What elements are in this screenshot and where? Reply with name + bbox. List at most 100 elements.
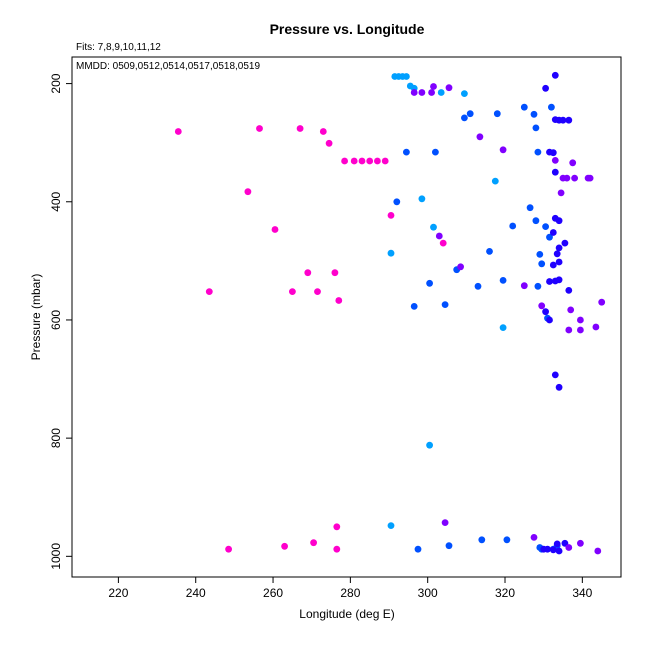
y-tick-label: 200 — [49, 73, 63, 93]
x-tick-label: 220 — [108, 586, 128, 600]
data-point — [530, 534, 538, 541]
y-tick-label: 800 — [49, 428, 63, 448]
data-point — [244, 188, 252, 196]
x-tick-label: 260 — [263, 586, 283, 600]
data-point — [366, 157, 374, 165]
data-point — [536, 251, 544, 258]
data-point — [314, 288, 321, 295]
data-point — [546, 233, 553, 241]
data-point — [445, 542, 453, 550]
data-point — [586, 174, 594, 182]
data-point — [598, 298, 606, 306]
data-point — [555, 258, 563, 266]
data-point — [532, 124, 540, 132]
plot-frame — [71, 56, 622, 578]
data-point — [387, 249, 395, 257]
data-point — [491, 177, 499, 185]
data-point — [532, 217, 540, 225]
data-point — [333, 523, 341, 531]
data-point — [499, 324, 507, 331]
data-point — [503, 536, 511, 544]
data-point — [551, 371, 559, 379]
data-point — [381, 157, 389, 165]
data-point — [549, 149, 557, 157]
data-point — [426, 279, 433, 287]
data-point — [565, 116, 573, 124]
x-tick-label: 320 — [495, 586, 515, 600]
x-tick-label: 240 — [186, 586, 206, 600]
data-point — [325, 139, 333, 147]
data-point — [555, 383, 563, 391]
data-point — [296, 125, 304, 132]
data-point — [403, 73, 410, 80]
data-point — [555, 276, 563, 284]
y-tick-label: 400 — [49, 191, 63, 211]
data-point — [418, 195, 426, 203]
data-point — [256, 125, 263, 132]
data-point — [437, 89, 445, 96]
data-point — [439, 239, 447, 247]
data-point — [387, 212, 395, 219]
data-point — [549, 546, 557, 554]
data-point — [426, 441, 433, 449]
data-point — [542, 84, 549, 92]
data-point — [555, 244, 563, 252]
data-point — [281, 542, 288, 550]
data-point — [441, 301, 449, 308]
data-point — [499, 277, 507, 284]
data-point — [544, 545, 551, 553]
data-point — [534, 282, 542, 290]
data-point — [553, 250, 561, 258]
data-point — [461, 114, 468, 122]
data-point — [445, 84, 453, 92]
data-point — [403, 148, 410, 156]
y-tick-label: 600 — [49, 310, 63, 330]
data-point — [557, 189, 565, 197]
data-point — [571, 174, 578, 182]
data-point — [476, 133, 484, 141]
data-point — [393, 198, 401, 206]
data-point — [546, 278, 553, 285]
data-point — [565, 287, 573, 294]
data-point — [474, 282, 482, 290]
data-point — [594, 547, 602, 555]
chart-subtitle-fits: Fits: 7,8,9,10,11,12 — [76, 42, 161, 53]
data-point — [271, 226, 279, 233]
data-point — [553, 540, 561, 548]
y-axis: 200 400 600 800 1000 — [49, 73, 72, 570]
data-point — [478, 536, 486, 544]
data-point — [520, 282, 528, 290]
data-point — [414, 545, 422, 553]
data-point — [538, 260, 546, 268]
x-tick-label: 340 — [572, 586, 592, 600]
data-point — [577, 539, 584, 547]
data-point — [577, 326, 584, 334]
data-point — [486, 248, 493, 255]
data-point — [592, 323, 600, 331]
chart-title: Pressure vs. Longitude — [270, 21, 425, 37]
data-point — [548, 103, 555, 111]
data-point — [289, 288, 296, 295]
data-point — [577, 316, 584, 324]
data-points — [174, 71, 606, 555]
data-point — [432, 148, 439, 156]
x-tick-label: 280 — [340, 586, 360, 600]
chart-subtitle-mmdd: MMDD: 0509,0512,0514,0517,0518,0519 — [76, 61, 260, 72]
data-point — [435, 232, 443, 240]
data-point — [225, 545, 233, 553]
data-point — [509, 222, 517, 230]
data-point — [410, 303, 418, 310]
data-point — [546, 316, 553, 324]
data-point — [559, 116, 567, 124]
data-point — [555, 217, 563, 225]
data-point — [551, 168, 559, 176]
data-point — [310, 539, 317, 547]
data-point — [374, 157, 381, 165]
data-point — [441, 519, 449, 526]
data-point — [358, 157, 366, 165]
data-point — [551, 71, 559, 79]
data-point — [418, 89, 426, 96]
data-point — [331, 269, 339, 277]
data-point — [565, 544, 573, 551]
